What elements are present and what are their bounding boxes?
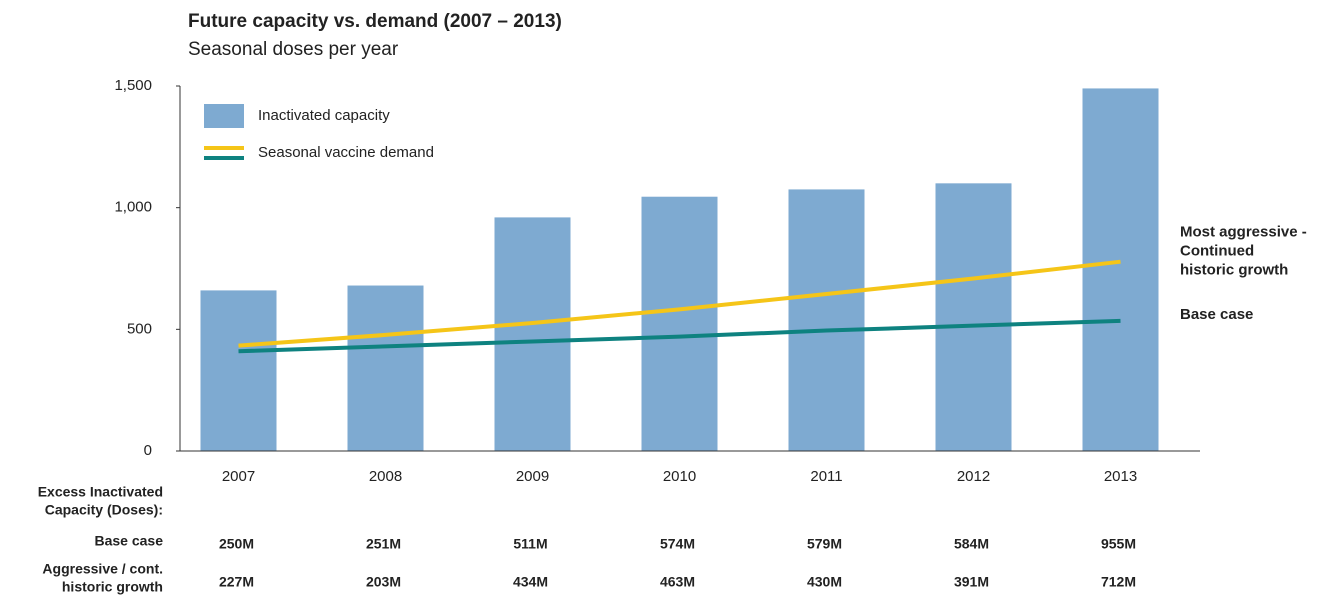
x-tick-label: 2008 — [369, 468, 402, 485]
row-label: historic growth — [62, 579, 163, 595]
cell: 955M — [1101, 536, 1136, 552]
x-tick-label: 2007 — [222, 468, 255, 485]
cell: 511M — [513, 536, 547, 552]
line — [238, 259, 1121, 348]
row-label: Base case — [94, 533, 163, 549]
x-tick-label: 2013 — [1104, 468, 1137, 485]
line-label: historic growth — [1180, 262, 1288, 279]
bar — [935, 183, 1012, 452]
cell: 250M — [219, 536, 254, 552]
x-tick-label: 2011 — [810, 468, 842, 485]
x-tick-label: 2010 — [663, 468, 696, 485]
chart-title: Future capacity vs. demand (2007 – 2013) — [188, 11, 562, 32]
bar — [1082, 88, 1159, 451]
cell: 227M — [219, 574, 254, 590]
table-header: Excess Inactivated — [38, 484, 163, 500]
table-header: Capacity (Doses): — [45, 502, 163, 518]
line — [238, 318, 1121, 354]
cell: 712M — [1101, 574, 1136, 590]
x-tick-label: 2012 — [957, 468, 990, 485]
cell: 251M — [366, 536, 401, 552]
bar — [641, 196, 718, 451]
cell: 434M — [513, 574, 548, 590]
cell: 574M — [660, 536, 695, 552]
bar — [788, 189, 865, 451]
x-tick-label: 2009 — [516, 468, 549, 485]
legend-swatch — [204, 104, 244, 128]
cell: 391M — [954, 574, 989, 590]
cell: 430M — [807, 574, 842, 590]
y-tick-label: 1,500 — [114, 77, 152, 94]
legend-label: Seasonal vaccine demand — [258, 144, 434, 161]
bar — [347, 285, 424, 451]
bar — [200, 290, 277, 451]
line-label: Most aggressive - — [1180, 224, 1307, 241]
cell: 203M — [366, 574, 401, 590]
cell: 584M — [954, 536, 989, 552]
line-label: Continued — [1180, 243, 1254, 260]
row-label: Aggressive / cont. — [42, 561, 163, 577]
cell: 463M — [660, 574, 695, 590]
y-tick-label: 1,000 — [114, 199, 152, 216]
bar — [494, 217, 571, 451]
cell: 579M — [807, 536, 842, 552]
y-tick-label: 0 — [144, 442, 152, 459]
legend-label: Inactivated capacity — [258, 107, 390, 124]
y-tick-label: 500 — [127, 320, 152, 337]
chart-subtitle: Seasonal doses per year — [188, 39, 399, 60]
line-label: Base case — [1180, 306, 1253, 323]
